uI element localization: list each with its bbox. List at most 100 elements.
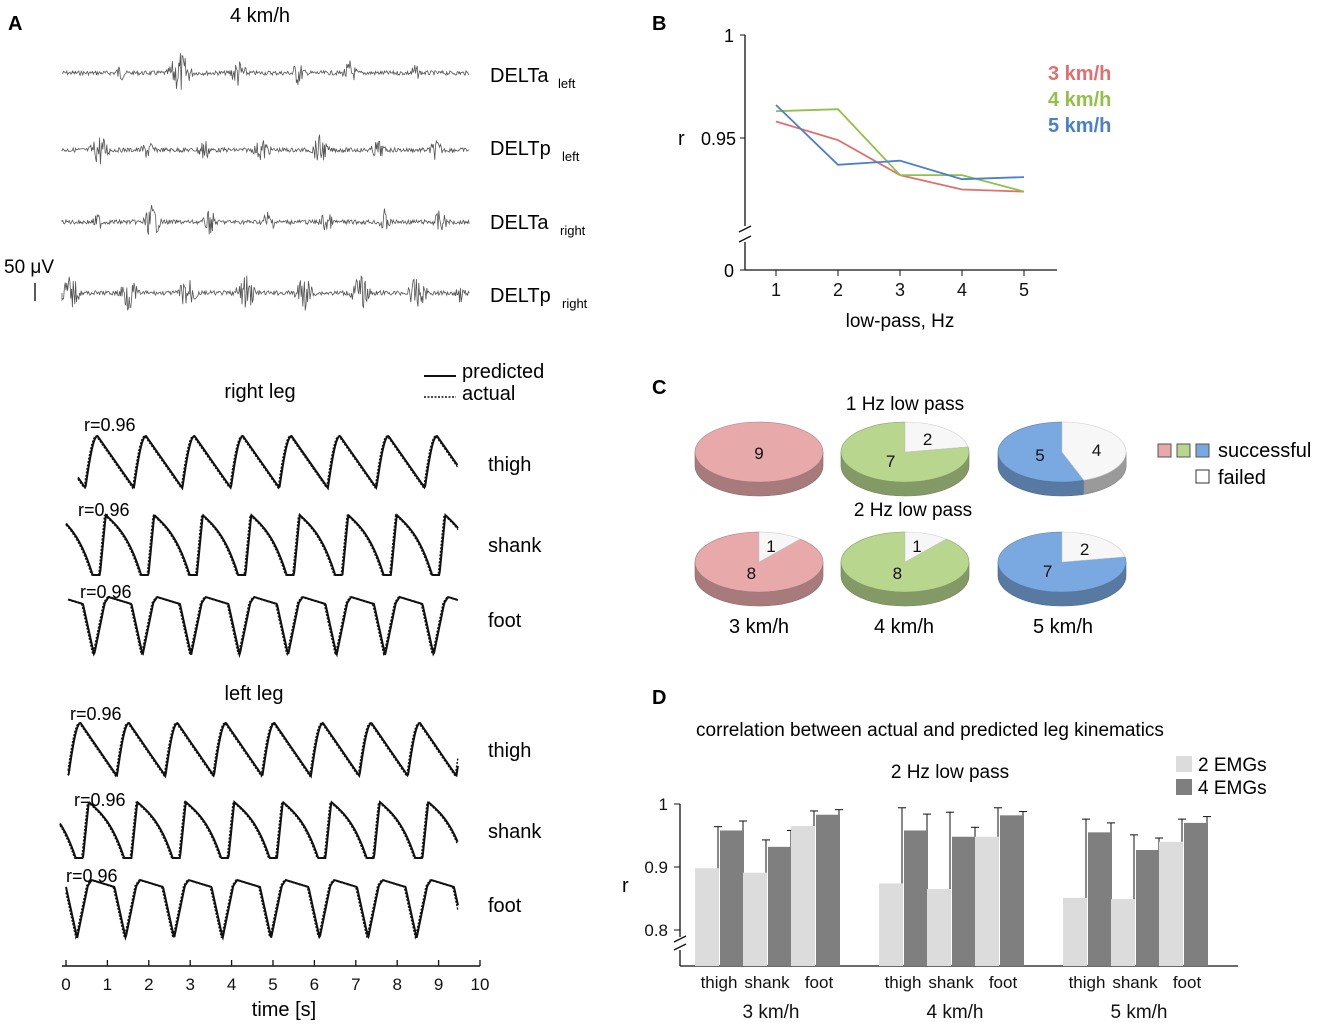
d-ytick-label-0.8: 0.8 <box>644 921 668 940</box>
c-row1-title: 1 Hz low pass <box>846 394 964 415</box>
c-pie-2hz-3kmh-failed-slice <box>758 531 801 563</box>
d-bar-5kmh-shank-2EMGs <box>1111 899 1135 966</box>
b-ytick-label-1: 1 <box>724 26 734 46</box>
b-xtick-label-3: 3 <box>895 280 905 300</box>
d-bar-3kmh-foot-2EMGs <box>791 826 815 966</box>
emg-trace-2 <box>61 134 470 165</box>
b-xtick-label-5: 5 <box>1019 280 1029 300</box>
c-pie-1hz-4kmh-failed-label: 2 <box>923 430 932 449</box>
d-xlabel-shank-1: shank <box>744 973 790 992</box>
c-pie-1hz-4kmh-failed-slice <box>904 421 969 453</box>
d-bar-5kmh-thigh-4EMGs <box>1088 832 1112 966</box>
b-xtick-label-2: 2 <box>833 280 843 300</box>
right-thigh-actual-trace <box>77 435 458 490</box>
left-thigh-predicted-trace <box>67 721 459 779</box>
d-bar-4kmh-thigh-4EMGs <box>904 830 928 966</box>
left-thigh-actual-trace <box>67 722 459 778</box>
emg-scale-label: 50 μV <box>4 257 54 278</box>
time-tick-label-6: 6 <box>310 975 319 994</box>
d-bar-4kmh-thigh-2EMGs <box>879 883 903 966</box>
c-legend-swatch-5 <box>1195 443 1210 458</box>
d-bar-5kmh-foot-2EMGs <box>1159 841 1183 966</box>
b-xlabel: low-pass, Hz <box>846 311 955 332</box>
c-pie-1hz-5kmh-successful-slice <box>997 421 1085 483</box>
b-ytick-label-0: 0 <box>724 261 734 281</box>
time-axis-label: time [s] <box>252 999 316 1021</box>
c-pie-2hz-4kmh-successful-label: 8 <box>893 564 902 583</box>
time-tick-label-3: 3 <box>185 975 194 994</box>
left-foot-actual-trace <box>65 879 459 940</box>
right-thigh-r: r=0.96 <box>84 415 136 435</box>
left-thigh-r: r=0.96 <box>70 704 122 724</box>
kinematic-traces <box>59 434 459 941</box>
d-legend-swatch-4emg <box>1176 779 1192 795</box>
d-xlabel-thigh-2: thigh <box>885 973 922 992</box>
c-speed-4: 4 km/h <box>874 616 934 638</box>
b-legend-4kmh: 4 km/h <box>1048 89 1111 111</box>
d-bar-3kmh-thigh-4EMGs <box>720 830 744 966</box>
d-y-ticks: 0.8 0.9 1 <box>644 795 680 940</box>
emg-trace-4 <box>61 275 470 311</box>
panel-b-line-chart: 1 0.95 0 r 1 2 3 4 5 low-pass, Hz 3 km/h 4 k… <box>678 26 1111 332</box>
b-xtick-label-4: 4 <box>957 280 967 300</box>
b-ytick-label-095: 0.95 <box>701 129 736 149</box>
right-foot-actual-trace <box>67 596 459 658</box>
c-pie-1hz-5kmh-failed-slice <box>1061 421 1127 481</box>
d-bar-4kmh-shank-2EMGs <box>927 889 951 966</box>
b-series-line-4kmh <box>775 108 1025 193</box>
b-legend-5kmh: 5 km/h <box>1048 115 1111 137</box>
d-legend-4emg: 4 EMGs <box>1198 778 1267 799</box>
emg-label-4: DELTp <box>490 285 551 307</box>
b-x-ticks: 1 2 3 4 5 <box>771 270 1029 300</box>
time-tick-label-5: 5 <box>268 975 277 994</box>
time-tick-label-8: 8 <box>392 975 401 994</box>
b-series-line-5kmh <box>775 104 1025 181</box>
time-tick-label-7: 7 <box>351 975 360 994</box>
right-thigh-predicted-trace <box>77 434 459 491</box>
legend-predicted-label: predicted <box>462 361 544 383</box>
d-xlabel-foot-3: foot <box>1173 973 1202 992</box>
d-bar-3kmh-shank-2EMGs <box>743 872 767 966</box>
d-legend-swatch-2emg <box>1176 756 1192 772</box>
legend-actual-label: actual <box>462 383 515 405</box>
d-ytick-label-1: 1 <box>659 795 668 814</box>
time-tick-label-1: 1 <box>103 975 112 994</box>
left-foot-r: r=0.96 <box>66 866 118 886</box>
left-shank-label: shank <box>488 821 542 843</box>
d-bar-3kmh-thigh-2EMGs <box>695 868 719 966</box>
c-legend-successful: successful <box>1218 440 1311 462</box>
c-speed-3: 3 km/h <box>729 616 789 638</box>
c-pie-1hz-3kmh-successful-label: 9 <box>754 444 763 463</box>
d-subtitle: 2 Hz low pass <box>891 762 1009 783</box>
time-tick-label-10: 10 <box>471 975 490 994</box>
emg-title: 4 km/h <box>230 5 290 27</box>
d-ylabel: r <box>622 875 629 897</box>
emg-sub-2: left <box>562 149 580 164</box>
b-legend-3kmh: 3 km/h <box>1048 63 1111 85</box>
d-title: correlation between actual and predicted… <box>696 720 1164 741</box>
emg-sub-1: left <box>558 76 576 91</box>
left-shank-r: r=0.96 <box>74 790 126 810</box>
c-pie-2hz-5kmh-failed-slice <box>1061 531 1126 563</box>
time-tick-label-9: 9 <box>434 975 443 994</box>
right-shank-label: shank <box>488 535 542 557</box>
c-row2-title: 2 Hz low pass <box>854 500 972 521</box>
emg-label-1: DELTa <box>490 65 549 87</box>
c-pie-2hz-3kmh-successful-label: 8 <box>747 564 756 583</box>
c-pie-1hz-3kmh-successful-slice <box>694 421 824 483</box>
c-pie-2hz-3kmh-failed-label: 1 <box>766 537 775 556</box>
left-shank-predicted-trace <box>59 800 459 859</box>
right-leg-title: right leg <box>224 381 295 403</box>
d-group-label-1: 3 km/h <box>742 1002 799 1023</box>
emg-label-3: DELTa <box>490 212 549 234</box>
emg-trace-1 <box>61 53 470 90</box>
c-pie-1hz-4kmh-successful-label: 7 <box>886 452 895 471</box>
d-bar-3kmh-foot-4EMGs <box>816 814 840 966</box>
time-tick-label-4: 4 <box>227 975 236 994</box>
panel-d-letter: D <box>652 687 666 709</box>
emg-sub-4: right <box>562 296 588 311</box>
right-thigh-label: thigh <box>488 454 531 476</box>
